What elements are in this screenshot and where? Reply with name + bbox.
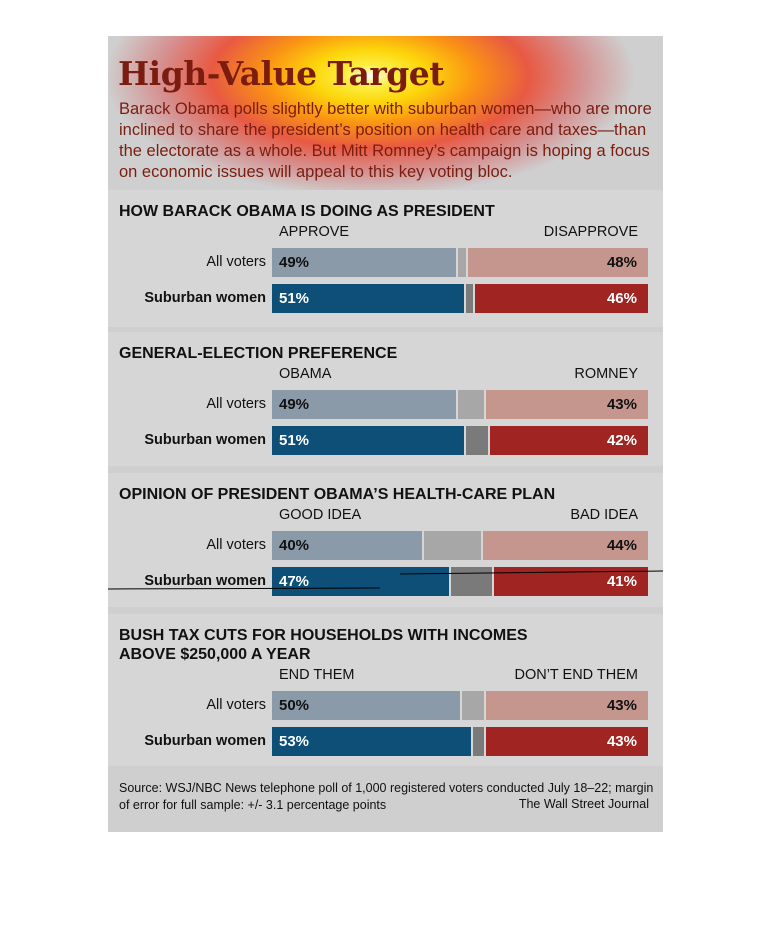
chart-section-1: HOW BARACK OBAMA IS DOING AS PRESIDENT AP… (108, 190, 663, 327)
bar-left-value: 47% (279, 573, 310, 590)
bar-right-value: 42% (606, 432, 637, 449)
left-column-label: OBAMA (279, 366, 332, 382)
row-label-suburban-women: Suburban women (144, 573, 266, 589)
bar-undecided (473, 727, 485, 756)
row-label-all-voters: All voters (206, 254, 266, 270)
bar-row: 47% 41% (272, 567, 648, 596)
left-column-label: GOOD IDEA (279, 507, 362, 523)
section-title: HOW BARACK OBAMA IS DOING AS PRESIDENT (119, 203, 495, 220)
bar-right (467, 248, 648, 277)
section-title: OPINION OF PRESIDENT OBAMA’S HEALTH-CARE… (119, 486, 556, 503)
right-column-label: ROMNEY (574, 366, 638, 382)
bar-left-value: 50% (279, 697, 310, 714)
row-label-suburban-women: Suburban women (144, 432, 266, 448)
bar-right-value: 46% (606, 290, 637, 307)
infographic-card: High-Value Target Barack Obama polls sli… (108, 36, 663, 832)
bar-undecided (462, 691, 485, 720)
bar-right-value: 43% (606, 733, 637, 750)
credit: The Wall Street Journal (518, 797, 649, 811)
row-label-suburban-women: Suburban women (144, 733, 266, 749)
row-label-all-voters: All voters (206, 537, 266, 553)
row-label-all-voters: All voters (206, 697, 266, 713)
right-column-label: BAD IDEA (570, 507, 638, 523)
right-column-label: DON’T END THEM (514, 667, 638, 683)
bar-left (272, 531, 423, 560)
bar-right-value: 44% (606, 537, 637, 554)
bar-left-value: 40% (279, 537, 310, 554)
bar-undecided (458, 390, 485, 419)
right-column-label: DISAPPROVE (543, 224, 638, 240)
section-title: GENERAL-ELECTION PREFERENCE (119, 345, 398, 362)
chart-section-2: GENERAL-ELECTION PREFERENCE OBAMA ROMNEY Al… (108, 332, 663, 466)
bar-left (272, 390, 457, 419)
bar-row: 51% 42% (272, 426, 648, 455)
bar-row: 53% 43% (272, 727, 648, 756)
bar-right-value: 43% (606, 697, 637, 714)
bar-right (475, 284, 648, 313)
chart-section-3: OPINION OF PRESIDENT OBAMA’S HEALTH-CARE… (108, 473, 663, 607)
bar-row: 49% 43% (272, 390, 648, 419)
bar-row: 40% 44% (272, 531, 648, 560)
bar-right-value: 48% (606, 254, 637, 271)
bar-left-value: 49% (279, 396, 310, 413)
bar-left-value: 49% (279, 254, 310, 271)
bar-row: 50% 43% (272, 691, 648, 720)
bar-right (486, 390, 648, 419)
left-column-label: APPROVE (279, 224, 350, 240)
bar-right-value: 43% (606, 396, 637, 413)
bar-right (490, 426, 648, 455)
bar-right (486, 691, 648, 720)
bar-left (272, 284, 464, 313)
row-label-all-voters: All voters (206, 396, 266, 412)
bar-undecided (465, 284, 474, 313)
bar-left (272, 248, 457, 277)
bar-left (272, 426, 464, 455)
bar-left-value: 51% (279, 290, 310, 307)
bar-row: 49% 48% (272, 248, 648, 277)
bar-row: 51% 46% (272, 284, 648, 313)
bar-left (272, 727, 472, 756)
chart-section-4: BUSH TAX CUTS FOR HOUSEHOLDS WITH INCOME… (108, 614, 663, 766)
source-note: Source: WSJ/NBC News telephone poll of 1… (119, 781, 654, 812)
bar-undecided (458, 248, 466, 277)
bar-right-value: 41% (606, 573, 637, 590)
bar-undecided (424, 531, 481, 560)
bar-right (482, 531, 648, 560)
section-title: BUSH TAX CUTS FOR HOUSEHOLDS WITH INCOME… (119, 627, 528, 663)
bar-right (486, 727, 648, 756)
bar-undecided (465, 426, 489, 455)
row-label-suburban-women: Suburban women (144, 290, 266, 306)
bar-left-value: 51% (279, 432, 310, 449)
bar-left (272, 691, 460, 720)
left-column-label: END THEM (279, 667, 355, 683)
page-title: High-Value Target (118, 54, 445, 93)
page-subtitle: Barack Obama polls slightly better with … (119, 100, 652, 181)
bar-undecided (450, 567, 492, 596)
bar-left-value: 53% (279, 733, 310, 750)
